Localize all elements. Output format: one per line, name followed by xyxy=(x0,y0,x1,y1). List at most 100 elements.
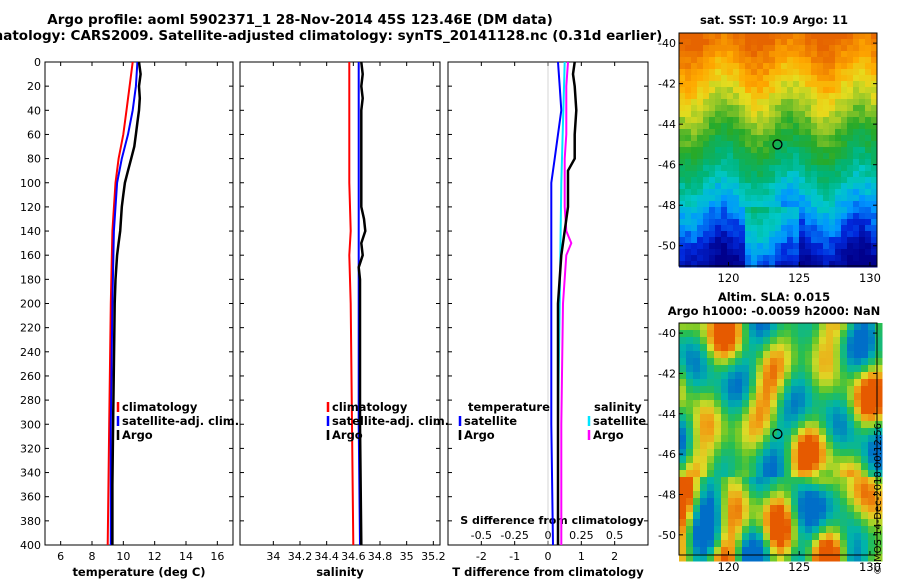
map-y-tick-label: -44 xyxy=(658,408,676,421)
x-tick-label: 2 xyxy=(611,550,618,563)
legend-argo-label: Argo xyxy=(332,428,363,442)
map-y-tick-label: -44 xyxy=(658,118,676,131)
legend-sal-heading: salinity xyxy=(594,400,642,414)
x-tick-label: 34.2 xyxy=(288,550,313,563)
sst-map-title: sat. SST: 10.9 Argo: 11 xyxy=(700,13,848,27)
imos-timestamp: ©IMOS 14-Dec-2018 00:12:56 xyxy=(873,423,884,575)
panel-frame xyxy=(44,61,234,546)
series-satellite xyxy=(357,62,361,546)
series-argo xyxy=(111,61,142,545)
s-diff-tick-label: 0.5 xyxy=(606,529,624,542)
y-tick-label: 20 xyxy=(27,80,41,93)
y-tick-label: 300 xyxy=(20,418,41,431)
x-axis-label: salinity xyxy=(316,565,364,579)
y-tick-label: 340 xyxy=(20,467,41,480)
legend-s-satellite-label: satellite xyxy=(593,414,646,428)
x-tick-label: 35.2 xyxy=(421,550,446,563)
map-sst_map: -40 -42 -44 -46 -48 -50 120 125 130 xyxy=(658,32,881,285)
y-tick-label: 260 xyxy=(20,370,41,383)
y-tick-label: 160 xyxy=(20,249,41,262)
x-tick-label: 14 xyxy=(179,550,193,563)
x-axis-label: temperature (deg C) xyxy=(72,565,205,579)
y-tick-label: 100 xyxy=(20,177,41,190)
map-frame xyxy=(678,322,878,556)
series-t-argo xyxy=(556,61,578,545)
y-tick-label: 240 xyxy=(20,346,41,359)
map-y-tick-label: -48 xyxy=(658,488,676,501)
y-tick-label: 220 xyxy=(20,322,41,335)
x-tick-label: -2 xyxy=(476,550,487,563)
y-tick-label: 140 xyxy=(20,225,41,238)
panel-temperature: 0 20 40 60 80 100 120 140 160 180 200 220 240 260 280 3… xyxy=(20,56,239,579)
map-x-tick-label: 120 xyxy=(718,271,740,285)
legend-climatology-label: climatology xyxy=(122,400,198,414)
series-t-satellite xyxy=(550,61,563,546)
x-tick-label: -1 xyxy=(509,550,520,563)
y-tick-label: 200 xyxy=(20,298,41,311)
panel-frame xyxy=(239,61,441,546)
sla-map-subtitle: Argo h1000: -0.0059 h2000: NaN xyxy=(668,304,880,318)
y-tick-label: 400 xyxy=(20,539,41,552)
x-tick-label: 6 xyxy=(57,550,64,563)
map-frame xyxy=(678,32,878,267)
map-y-tick-label: -50 xyxy=(658,529,676,542)
map-y-tick-label: -46 xyxy=(658,159,676,172)
legend-argo-label: Argo xyxy=(122,428,153,442)
map-x-tick-label: 130 xyxy=(859,560,881,574)
map-y-tick-label: -48 xyxy=(658,199,676,212)
x-tick-label: 1 xyxy=(578,550,585,563)
y-tick-label: 80 xyxy=(27,153,41,166)
x-tick-label: 12 xyxy=(148,550,162,563)
x-tick-label: 10 xyxy=(116,550,130,563)
map-x-tick-label: 125 xyxy=(788,560,810,574)
map-y-tick-label: -50 xyxy=(658,240,676,253)
y-tick-label: 180 xyxy=(20,273,41,286)
legend-climatology-label: climatology xyxy=(332,400,408,414)
legend-s-argo-label: Argo xyxy=(593,428,624,442)
sla-map-title: Altim. SLA: 0.015 xyxy=(718,290,830,304)
y-tick-label: 380 xyxy=(20,515,41,528)
legend-temp-heading: temperature xyxy=(468,400,550,414)
x-tick-label: 34.8 xyxy=(368,550,393,563)
y-tick-label: 320 xyxy=(20,442,41,455)
map-x-tick-label: 125 xyxy=(788,271,810,285)
y-tick-label: 360 xyxy=(20,491,41,504)
series-s-argo xyxy=(560,61,573,545)
s-diff-tick-label: 0.25 xyxy=(569,529,594,542)
x-tick-label: 35 xyxy=(400,550,414,563)
title-line-2: Climatology: CARS2009. Satellite-adjuste… xyxy=(0,28,663,44)
map-x-tick-label: 120 xyxy=(718,560,740,574)
title-line-1: Argo profile: aoml 5902371_1 28-Nov-2014… xyxy=(47,12,553,28)
x-tick-label: 34.6 xyxy=(341,550,366,563)
y-tick-label: 40 xyxy=(27,104,41,117)
argo-location-marker xyxy=(772,428,783,440)
x-tick-label: 16 xyxy=(210,550,224,563)
legend-t-satellite-label: satellite xyxy=(464,414,517,428)
x-tick-label: 0 xyxy=(545,550,552,563)
map-y-tick-label: -40 xyxy=(658,37,676,50)
map-y-tick-label: -42 xyxy=(658,367,676,380)
map-y-tick-label: -42 xyxy=(658,78,676,91)
legend-satellite-label: satellite-adj. clim. xyxy=(122,414,239,428)
y-tick-label: 120 xyxy=(20,201,41,214)
x-tick-label: 34 xyxy=(266,550,280,563)
map-x-tick-label: 130 xyxy=(859,271,881,285)
series-climatology xyxy=(348,62,355,546)
y-tick-label: 280 xyxy=(20,394,41,407)
map-sla_map: -40 -42 -44 -46 -48 -50 120 125 130 xyxy=(658,322,883,574)
x-tick-label: 34.4 xyxy=(314,550,339,563)
map-y-tick-label: -40 xyxy=(658,327,676,340)
y-tick-label: 0 xyxy=(34,56,41,69)
argo-location-marker xyxy=(772,139,783,150)
map-y-tick-label: -46 xyxy=(658,448,676,461)
series-climatology xyxy=(106,61,134,546)
s-diff-tick-label: -0.5 xyxy=(471,529,492,542)
legend-satellite-label: satellite-adj. clim. xyxy=(332,414,449,428)
x-tick-label: 8 xyxy=(89,550,96,563)
s-diff-tick-label: -0.25 xyxy=(500,529,528,542)
y-tick-label: 60 xyxy=(27,128,41,141)
panel-salinity: 34 34.2 34.4 34.6 34.8 35 35.2 salinity climatol… xyxy=(239,61,449,579)
x-axis-label: T difference from climatology xyxy=(452,565,644,579)
